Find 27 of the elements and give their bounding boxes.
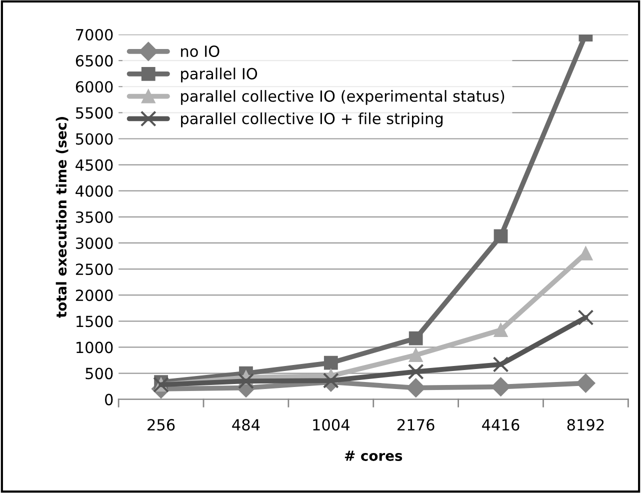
x-tick-label: 484 [232, 419, 260, 431]
legend-label: parallel IO [181, 68, 258, 82]
y-tick-label: 4500 [76, 159, 113, 171]
x-tick-label: 8192 [567, 419, 604, 431]
y-tick-label: 5000 [76, 133, 113, 145]
y-tick-label: 2500 [76, 264, 113, 276]
y-tick-label: 5500 [76, 107, 113, 119]
y-axis-title: total execution time (sec) [56, 117, 68, 318]
legend-label: parallel collective IO + file striping [181, 112, 443, 128]
legend-label: parallel collective IO (experimental status) [181, 90, 504, 105]
y-tick-label: 1500 [76, 316, 113, 328]
x-axis-title: # cores [344, 450, 402, 461]
x-tick-label: 2176 [398, 419, 434, 431]
y-tick-label: 3000 [76, 237, 113, 249]
y-tick-label: 7000 [76, 28, 113, 41]
y-tick-label: 500 [86, 368, 113, 380]
x-tick-label: 1004 [313, 419, 350, 431]
y-tick-label: 3500 [76, 211, 113, 223]
y-tick-label: 6500 [76, 55, 113, 67]
legend-label: no IO [181, 45, 220, 58]
y-tick-label: 0 [105, 394, 113, 406]
y-tick-label: 1000 [76, 342, 113, 354]
x-tick-label: 4416 [482, 419, 520, 431]
y-tick-label: 2000 [76, 290, 113, 302]
y-tick-label: 4000 [76, 185, 113, 197]
x-tick-label: 256 [148, 419, 175, 431]
y-tick-label: 6000 [76, 81, 113, 93]
